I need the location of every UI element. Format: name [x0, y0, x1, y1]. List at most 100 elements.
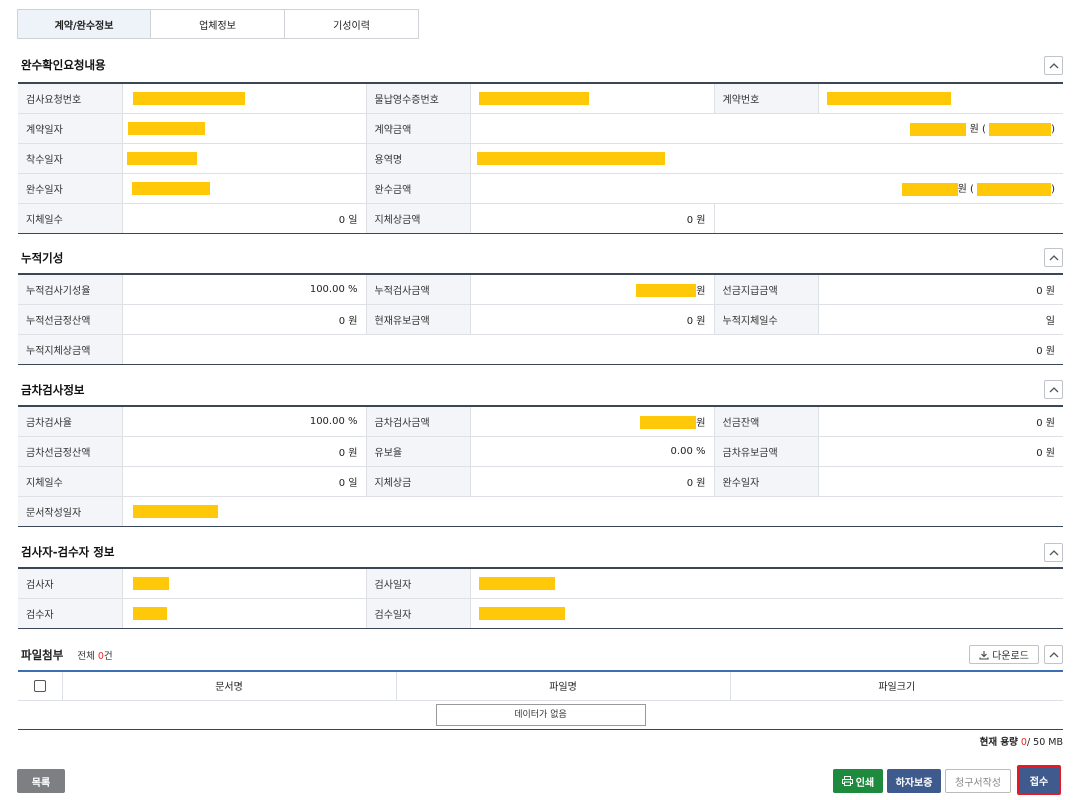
delay-penalty-value: 0 원 — [470, 203, 715, 234]
current-delay-penalty-label: 지체상금 — [366, 466, 471, 497]
section-title-cumulative: 누적기성 — [21, 251, 64, 265]
column-header-file-name[interactable]: 파일명 — [396, 671, 731, 701]
inspection-rate-label: 금차검사율 — [18, 406, 123, 437]
receive-date-value — [470, 598, 1063, 629]
completion-date-label: 완수일자 — [18, 173, 123, 204]
cumulative-delay-days-label: 누적지체일수 — [714, 304, 819, 335]
current-delay-days-value: 0 일 — [122, 466, 367, 497]
advance-amount-value: 0 원 — [818, 274, 1063, 305]
inspection-request-no-label: 검사요청번호 — [18, 83, 123, 114]
contract-no-label: 계약번호 — [714, 83, 819, 114]
select-all-checkbox[interactable] — [33, 679, 46, 692]
current-completion-date-value — [818, 466, 1063, 497]
collapse-files-button[interactable] — [1044, 645, 1063, 664]
download-icon — [979, 650, 989, 660]
start-date-value — [122, 143, 367, 174]
contract-no-value — [818, 83, 1063, 114]
table-row: 착수일자 용역명 — [18, 143, 1063, 174]
table-row: 금차선금정산액 0 원 유보율 0.00 % 금차유보금액 0 원 — [18, 436, 1063, 467]
inspection-date-label: 검사일자 — [366, 568, 471, 599]
file-table: 문서명 파일명 파일크기 데이터가 없음 — [18, 670, 1063, 730]
tab-progress-history[interactable]: 기성이력 — [285, 9, 419, 39]
print-button[interactable]: 인쇄 — [833, 769, 883, 793]
completion-amount-value: 원 ( ) — [470, 173, 1063, 204]
advance-settle-label: 누적선금정산액 — [18, 304, 123, 335]
chevron-up-icon — [1049, 63, 1058, 69]
current-inspection-amount-label: 금차검사금액 — [366, 406, 471, 437]
retention-value: 0 원 — [470, 304, 715, 335]
cumulative-inspection-amount-value: 원 — [470, 274, 715, 305]
table-row: 지체일수 0 일 지체상금액 0 원 — [18, 203, 1063, 234]
column-header-file-size[interactable]: 파일크기 — [730, 671, 1063, 701]
warranty-button[interactable]: 하자보증 — [887, 769, 941, 793]
section-title-inspector: 검사자-검수자 정보 — [21, 545, 115, 559]
progress-rate-label: 누적검사기성율 — [18, 274, 123, 305]
collapse-inspector-button[interactable] — [1044, 543, 1063, 562]
service-name-label: 용역명 — [366, 143, 471, 174]
retention-rate-value: 0.00 % — [470, 436, 715, 467]
contract-amount-label: 계약금액 — [366, 113, 471, 144]
storage-capacity: 현재 용량 0/ 50 MB — [979, 737, 1063, 748]
collapse-completion-button[interactable] — [1044, 56, 1063, 75]
cumulative-delay-penalty-label: 누적지체상금액 — [18, 334, 123, 365]
completion-table: 검사요청번호 물납영수증번호 계약번호 계약일자 계약금액 원 ( ) 착수일자… — [18, 82, 1063, 234]
chevron-up-icon — [1049, 255, 1058, 261]
receive-button[interactable]: 접수 — [1017, 765, 1061, 795]
current-delay-penalty-value: 0 원 — [470, 466, 715, 497]
column-header-document-name[interactable]: 문서명 — [62, 671, 397, 701]
service-name-value — [470, 143, 1063, 174]
table-row: 문서작성일자 — [18, 496, 1063, 527]
cumulative-delay-days-value: 일 — [818, 304, 1063, 335]
inspector-label: 검사자 — [18, 568, 123, 599]
tab-bar: 계약/완수정보 업체정보 기성이력 — [17, 9, 419, 39]
inspector-value — [122, 568, 367, 599]
chevron-up-icon — [1049, 550, 1058, 556]
table-row: 완수일자 완수금액 원 ( ) — [18, 173, 1063, 204]
chevron-up-icon — [1049, 387, 1058, 393]
table-row: 검사자 검사일자 — [18, 568, 1063, 599]
section-title-completion: 완수확인요청내용 — [21, 58, 106, 72]
current-retention-amount-label: 금차유보금액 — [714, 436, 819, 467]
table-row: 누적선금정산액 0 원 현재유보금액 0 원 누적지체일수 일 — [18, 304, 1063, 335]
tab-contract-info[interactable]: 계약/완수정보 — [17, 9, 151, 39]
printer-icon — [841, 776, 853, 786]
collapse-cumulative-button[interactable] — [1044, 248, 1063, 267]
advance-settle-value: 0 원 — [122, 304, 367, 335]
file-attachment-header: 파일첨부 전체 0건 — [21, 647, 113, 663]
file-table-header: 문서명 파일명 파일크기 — [18, 671, 1063, 701]
collapse-current-button[interactable] — [1044, 380, 1063, 399]
tab-company-info[interactable]: 업체정보 — [151, 9, 285, 39]
advance-amount-label: 선금지급금액 — [714, 274, 819, 305]
current-table: 금차검사율 100.00 % 금차검사금액 원 선금잔액 0 원 금차선금정산액… — [18, 405, 1063, 527]
contract-amount-value: 원 ( ) — [470, 113, 1063, 144]
inspector-table: 검사자 검사일자 검수자 검수일자 — [18, 567, 1063, 629]
inspection-rate-value: 100.00 % — [122, 406, 367, 437]
table-row: 누적검사기성율 100.00 % 누적검사금액 원 선금지급금액 0 원 — [18, 274, 1063, 305]
delay-penalty-label: 지체상금액 — [366, 203, 471, 234]
delay-days-value: 0 일 — [122, 203, 367, 234]
section-title-files: 파일첨부 — [21, 648, 64, 662]
cumulative-inspection-amount-label: 누적검사금액 — [366, 274, 471, 305]
receipt-no-label: 물납영수증번호 — [366, 83, 471, 114]
retention-rate-label: 유보율 — [366, 436, 471, 467]
section-title-current: 금차검사정보 — [21, 383, 85, 397]
contract-date-label: 계약일자 — [18, 113, 123, 144]
receipt-no-value — [470, 83, 715, 114]
advance-balance-label: 선금잔액 — [714, 406, 819, 437]
inspection-date-value — [470, 568, 1063, 599]
file-count: 전체 0건 — [77, 651, 113, 662]
inspection-request-no-value — [122, 83, 367, 114]
delay-days-label: 지체일수 — [18, 203, 123, 234]
no-data-message: 데이터가 없음 — [435, 703, 646, 726]
download-button[interactable]: 다운로드 — [969, 645, 1039, 664]
document-date-label: 문서작성일자 — [18, 496, 123, 527]
advance-balance-value: 0 원 — [818, 406, 1063, 437]
list-button[interactable]: 목록 — [17, 769, 65, 793]
completion-date-value — [122, 173, 367, 204]
document-date-value — [122, 496, 1063, 527]
table-row: 계약일자 계약금액 원 ( ) — [18, 113, 1063, 144]
cumulative-table: 누적검사기성율 100.00 % 누적검사금액 원 선금지급금액 0 원 누적선… — [18, 273, 1063, 365]
invoice-button[interactable]: 청구서작성 — [945, 769, 1011, 793]
current-inspection-amount-value: 원 — [470, 406, 715, 437]
table-row: 검수자 검수일자 — [18, 598, 1063, 629]
